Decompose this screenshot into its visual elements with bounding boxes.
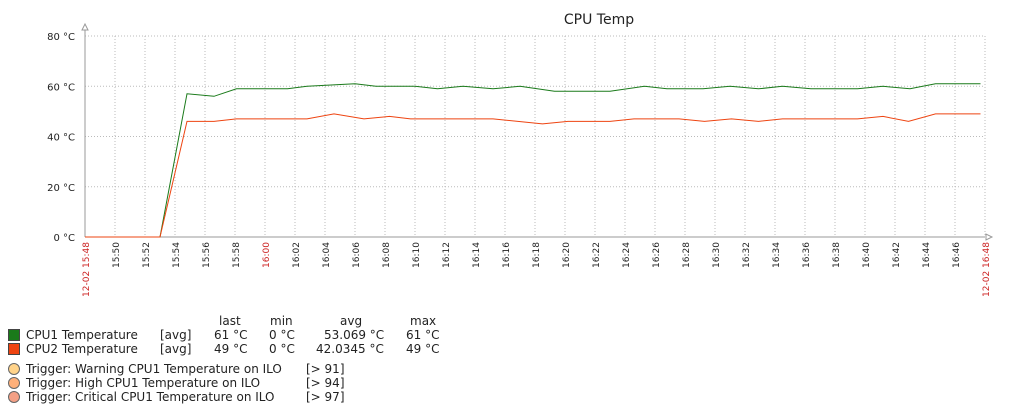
x-tick-label: 16:16 [502,242,512,268]
legend-item-max: 61 °C [406,328,440,342]
x-tick-label: 15:54 [172,242,182,268]
legend-swatch-cpu1 [8,329,20,341]
x-tick-label: 16:14 [472,242,482,268]
legend-swatch-cpu2 [8,343,20,355]
legend-item-avg: 42.0345 °C [316,342,384,356]
legend-item-min: 0 °C [269,328,295,342]
x-tick-label: 16:00 [262,242,272,268]
x-tick-label: 15:56 [202,242,212,268]
x-tick-label: 16:08 [382,242,392,268]
legend-header-max: max [410,314,437,328]
legend-header-min: min [270,314,293,328]
legend-item-name: CPU2 Temperature [26,342,138,356]
x-tick-label: 16:18 [532,242,542,268]
x-tick-label: 12-02 15:48 [82,242,92,297]
x-tick-label: 16:42 [892,242,902,268]
trigger-high-icon [8,377,20,389]
legend-item-min: 0 °C [269,342,295,356]
x-tick-label: 16:28 [682,242,692,268]
trigger-warning-icon [8,363,20,375]
legend-item-func: [avg] [160,328,192,342]
trigger-label: Trigger: Critical CPU1 Temperature on IL… [26,390,275,404]
trigger-value: [> 97] [306,390,345,404]
x-tick-label: 16:22 [592,242,602,268]
x-tick-label: 16:34 [772,242,782,268]
legend-item-func: [avg] [160,342,192,356]
y-tick-label: 40 °C [47,133,75,144]
trigger-label: Trigger: Warning CPU1 Temperature on ILO [26,362,282,376]
x-tick-label: 16:38 [832,242,842,268]
x-tick-label: 12-02 16:48 [982,242,992,297]
x-tick-label: 16:46 [952,242,962,268]
x-tick-label: 16:32 [742,242,752,268]
series-line [85,83,981,238]
y-tick-label: 0 °C [53,233,75,244]
x-tick-label: 15:52 [142,242,152,268]
legend-item-max: 49 °C [406,342,440,356]
x-tick-label: 16:06 [352,242,362,268]
x-tick-label: 16:26 [652,242,662,268]
trigger-label: Trigger: High CPU1 Temperature on ILO [26,376,261,390]
x-tick-label: 15:50 [112,242,122,268]
trigger-critical-icon [8,391,20,403]
trigger-value: [> 91] [306,362,345,376]
legend-item-avg: 53.069 °C [324,328,385,342]
x-tick-label: 16:30 [712,242,722,268]
x-tick-label: 16:04 [322,242,332,268]
y-tick-label: 20 °C [47,183,75,194]
legend-header-last: last [219,314,241,328]
trigger-value: [> 94] [306,376,345,390]
series-line [85,113,981,238]
x-tick-label: 16:36 [802,242,812,268]
legend-header-avg: avg [340,314,363,328]
x-tick-label: 16:24 [622,242,632,268]
legend-item-name: CPU1 Temperature [26,328,138,342]
chart-title: CPU Temp [564,12,634,28]
x-tick-label: 16:12 [442,242,452,268]
y-tick-label: 60 °C [47,82,75,93]
legend-item-last: 61 °C [214,328,248,342]
x-tick-label: 16:40 [862,242,872,268]
x-tick-label: 15:58 [232,242,242,268]
line-chart: CPU Temp 0 °C 20 °C 40 °C 60 °C 80 °C 12-02 1… [47,12,994,297]
legend-item-last: 49 °C [214,342,248,356]
x-axis-arrow [985,233,994,241]
x-tick-label: 16:20 [562,242,572,268]
y-tick-label: 80 °C [47,32,75,43]
x-tick-label: 16:44 [922,242,932,268]
y-axis-arrow [81,22,89,31]
x-tick-label: 16:10 [412,242,422,268]
x-tick-label: 16:02 [292,242,302,268]
